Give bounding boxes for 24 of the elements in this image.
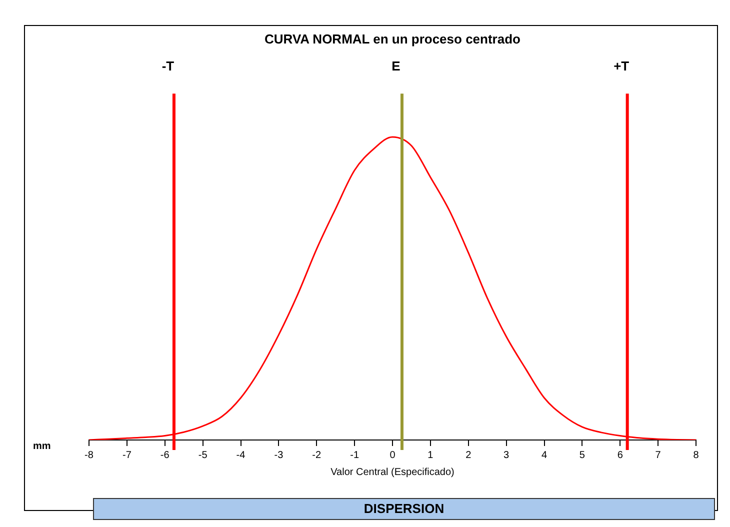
ref-line-label: +T: [614, 58, 630, 74]
x-tick-label: 3: [504, 450, 510, 461]
x-tick-label: 0: [390, 450, 396, 461]
ref-line-label: -T: [162, 58, 174, 74]
x-tick-label: -5: [198, 450, 208, 461]
x-tick-label: -4: [236, 450, 246, 461]
x-tick-label: -3: [274, 450, 284, 461]
x-tick-label: -6: [160, 450, 170, 461]
x-axis-title: Valor Central (Especificado): [330, 466, 454, 478]
x-tick-label: 6: [617, 450, 624, 461]
x-tick-label: -7: [122, 450, 132, 461]
y-axis-title: mm: [33, 440, 51, 452]
x-tick-label: 8: [693, 450, 700, 461]
x-tick-label: 2: [466, 450, 472, 461]
x-tick-label: -1: [350, 450, 360, 461]
x-tick-label: -8: [84, 450, 94, 461]
chart-title: CURVA NORMAL en un proceso centrado: [264, 31, 521, 46]
x-tick-label: 4: [541, 450, 548, 461]
x-tick-label: 7: [655, 450, 662, 461]
x-tick-label: 1: [428, 450, 434, 461]
x-tick-label: -2: [312, 450, 322, 461]
x-tick-label: 5: [579, 450, 586, 461]
ref-line-label: E: [392, 58, 401, 74]
text: DISPERSION: [93, 498, 715, 520]
